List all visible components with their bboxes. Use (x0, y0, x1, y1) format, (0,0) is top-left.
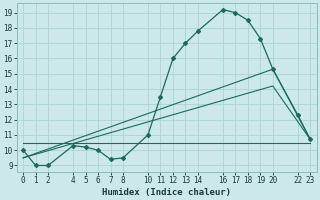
X-axis label: Humidex (Indice chaleur): Humidex (Indice chaleur) (102, 188, 231, 197)
